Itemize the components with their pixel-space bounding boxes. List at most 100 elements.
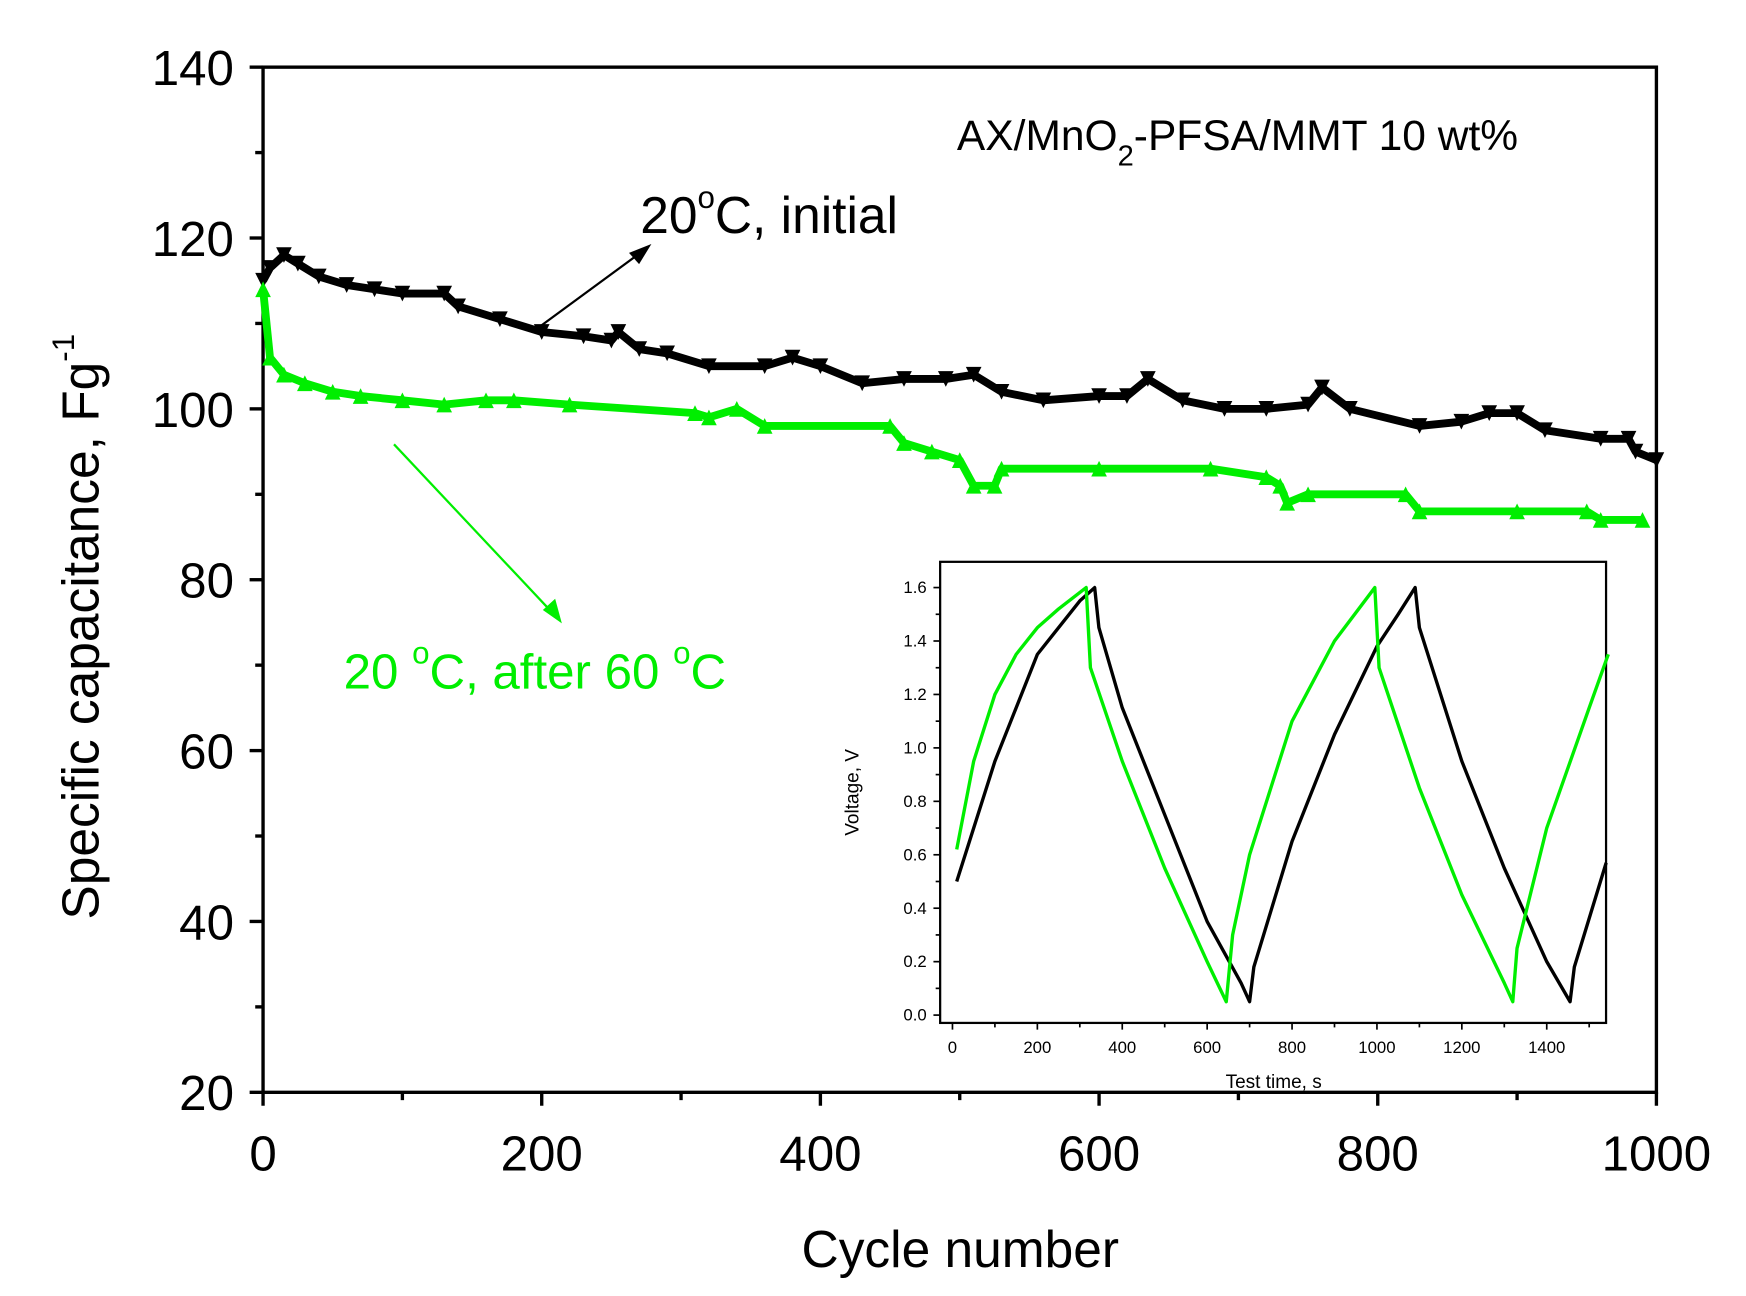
data-point <box>659 345 675 362</box>
data-point <box>575 328 592 345</box>
data-point <box>854 375 871 392</box>
data-point <box>1397 486 1414 503</box>
inset-x-tick-label: 200 <box>1023 1038 1051 1057</box>
x-tick-label: 200 <box>501 1127 583 1182</box>
data-point <box>701 409 717 426</box>
data-point <box>1258 469 1275 486</box>
annotation-after-60c: 20 oC, after 60 oC <box>344 636 726 700</box>
data-point <box>1272 477 1289 494</box>
y-axis-label: Specific capacitance, Fg-1 <box>46 334 110 920</box>
inset-y-tick-label: 1.0 <box>903 738 926 757</box>
data-point <box>631 341 648 357</box>
data-point <box>324 383 341 400</box>
data-point <box>1140 371 1156 387</box>
inset-y-tick-label: 0.8 <box>903 792 926 811</box>
y-tick-label: 120 <box>152 212 234 267</box>
arrow-after-60c <box>393 443 562 624</box>
inset-y-tick-label: 0.4 <box>903 899 926 918</box>
y-tick-label: 100 <box>152 383 234 438</box>
inset-x-axis-label: Test time, s <box>1226 1072 1322 1093</box>
data-point <box>450 298 466 315</box>
data-point <box>290 255 306 272</box>
inset-y-tick-label: 0.2 <box>903 952 926 971</box>
data-point <box>255 281 271 298</box>
inset-x-tick-label: 1200 <box>1443 1038 1480 1057</box>
data-point <box>1537 422 1553 439</box>
inset-x-tick-label: 0 <box>948 1038 957 1057</box>
data-point <box>1300 486 1316 503</box>
chart-title: AX/MnO2-PFSA/MMT 10 wt% <box>957 113 1518 173</box>
data-point <box>924 443 940 460</box>
data-point <box>1620 430 1637 447</box>
data-point <box>1202 460 1219 477</box>
data-point <box>812 358 829 374</box>
data-point <box>1342 401 1358 417</box>
data-point <box>436 285 453 302</box>
inset-series-line-after-60c <box>955 585 1610 1004</box>
data-point <box>297 375 313 392</box>
data-point <box>1509 405 1525 421</box>
data-point <box>352 388 369 404</box>
data-point <box>784 349 801 366</box>
data-point <box>993 460 1010 477</box>
data-point <box>993 383 1010 400</box>
data-point <box>1648 452 1665 468</box>
data-point <box>610 324 627 340</box>
data-point <box>896 371 912 387</box>
data-point <box>506 392 522 409</box>
data-point <box>1592 430 1609 447</box>
annotation-initial: 20oC, initial <box>640 180 898 244</box>
inset-x-tick-label: 600 <box>1193 1038 1221 1057</box>
inset-x-tick-label: 800 <box>1278 1038 1306 1057</box>
data-point <box>1411 503 1428 520</box>
data-point <box>338 277 355 293</box>
inset-y-tick-label: 1.2 <box>903 685 926 704</box>
x-tick-label: 600 <box>1058 1127 1140 1182</box>
inset-y-axis-label: Voltage, V <box>842 749 863 836</box>
x-tick-label: 400 <box>779 1127 861 1182</box>
data-point <box>882 418 898 434</box>
data-point <box>436 396 453 413</box>
data-point <box>1174 392 1191 409</box>
x-tick-label: 0 <box>249 1127 276 1182</box>
x-tick-label: 800 <box>1337 1127 1419 1182</box>
y-tick-label: 40 <box>179 895 234 950</box>
data-point <box>951 452 968 468</box>
data-point <box>262 260 278 276</box>
data-point <box>1634 512 1651 528</box>
data-point <box>262 349 278 366</box>
data-point <box>937 371 954 387</box>
data-point <box>1314 379 1330 396</box>
data-point <box>701 358 717 374</box>
data-point <box>965 366 982 383</box>
data-point <box>1119 388 1135 404</box>
data-point <box>896 435 912 451</box>
data-point <box>1091 460 1107 477</box>
inset-frame <box>939 560 1608 1025</box>
data-point <box>1453 413 1470 430</box>
series-line-initial <box>259 251 1658 464</box>
data-point <box>1411 418 1428 434</box>
data-point <box>366 281 383 298</box>
data-point <box>756 418 773 434</box>
data-point <box>1216 401 1233 417</box>
data-point <box>1578 503 1595 520</box>
x-axis-label: Cycle number <box>802 1220 1120 1278</box>
data-point <box>478 392 494 409</box>
data-point <box>1592 512 1609 528</box>
y-tick-label: 80 <box>179 554 234 609</box>
data-point <box>986 477 1003 494</box>
data-point <box>561 396 578 413</box>
data-point <box>603 332 620 349</box>
y-tick-label: 20 <box>179 1066 234 1121</box>
inset-y-tick-label: 0.6 <box>903 845 926 864</box>
data-point <box>1627 443 1644 460</box>
inset-y-tick-label: 0.0 <box>903 1006 926 1025</box>
arrow-initial <box>534 243 652 332</box>
data-point <box>276 247 292 263</box>
y-tick-label: 140 <box>152 41 234 96</box>
data-point <box>255 272 271 289</box>
data-point <box>756 358 773 374</box>
